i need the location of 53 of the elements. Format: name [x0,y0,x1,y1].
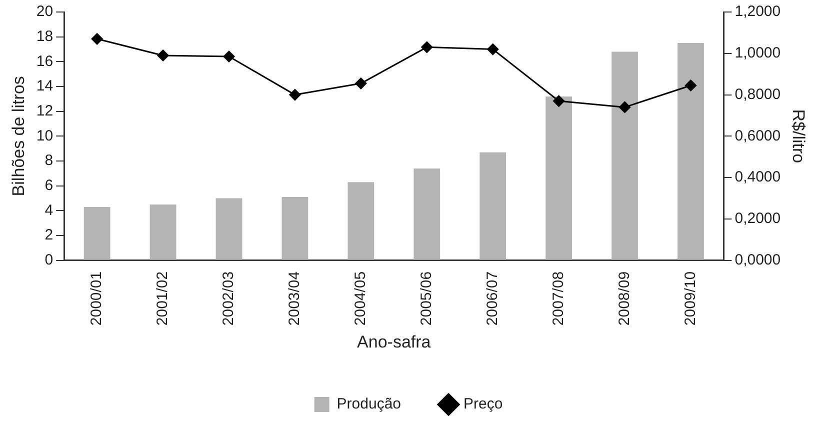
point [157,50,169,62]
x-tick-label: 2004/05 [352,271,370,326]
point [553,95,565,107]
y-tick-label: 8 [44,152,54,170]
x-axis-title: Ano-safra [357,332,432,352]
y-tick-label: 18 [36,28,54,45]
y-tick-label: 2 [44,226,54,244]
y-tick-label: 16 [36,52,54,70]
y2-tick-label: 0,8000 [734,86,781,103]
point [289,89,301,101]
y2-axis-title: R$/litro [789,109,808,164]
point [355,78,367,90]
x-tick-label: 2001/02 [154,271,172,326]
bar [414,168,440,260]
y2-tick-label: 0,0000 [734,252,781,269]
legend-label: Produção [336,396,402,413]
bar [612,52,638,260]
y-tick-label: 14 [36,78,54,95]
y2-tick-label: 1,0000 [734,44,781,62]
y-tick-label: 0 [44,252,54,269]
x-tick-label: 2008/09 [616,271,633,326]
y-tick-label: 20 [36,3,54,20]
bar [150,204,176,260]
point [91,33,103,45]
x-tick-label: 2000/01 [88,271,106,326]
x-tick-label: 2002/03 [220,271,238,326]
bar [678,43,704,260]
x-tick-label: 2005/06 [418,271,436,326]
y2-tick-label: 0,4000 [734,168,781,186]
x-tick-label: 2003/04 [286,271,304,326]
y-axis-title: Bilhões de litros [8,76,28,196]
x-tick-label: 2006/07 [484,271,501,326]
point [619,101,631,113]
bar [282,197,308,260]
bar [480,152,506,260]
bar [84,206,110,260]
y2-tick-label: 0,6000 [734,127,781,144]
point [223,50,235,62]
x-tick-label: 2009/10 [682,271,699,326]
point [421,41,433,53]
x-tick-label: 2007/08 [550,271,567,326]
bar [546,96,572,260]
point [684,80,696,92]
bar [216,198,242,260]
point [487,44,499,56]
y-tick-label: 6 [44,177,54,194]
bar [348,182,374,260]
y2-tick-label: 0,2000 [734,210,781,228]
y-tick-label: 10 [36,127,54,144]
y2-tick-label: 1,2000 [734,3,781,20]
y-tick-label: 4 [44,202,54,219]
y-tick-label: 12 [36,102,54,120]
legend-label: Preço [464,396,503,413]
